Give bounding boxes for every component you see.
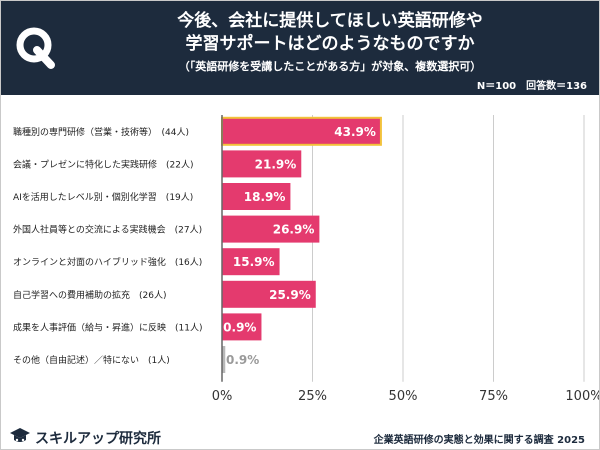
data-label: 25.9% [269, 288, 311, 302]
footer-logo: スキルアップ研究所 [9, 426, 189, 447]
bar [222, 183, 291, 210]
category-label: 会議・プレゼンに特化した実践研修 (22人) [13, 158, 193, 170]
survey-source-note: 企業英語研修の実態と効果に関する調査 2025 [373, 435, 585, 446]
x-tick-label-25: 25% [298, 389, 327, 404]
graduation-cap-icon [10, 428, 30, 442]
bar [222, 280, 316, 308]
bar [222, 215, 320, 243]
data-label: 21.9% [255, 157, 297, 171]
data-label: 26.9% [273, 223, 315, 237]
sample-size-label: N＝100 回答数＝136 [476, 81, 587, 92]
data-label: 43.9% [334, 125, 376, 139]
bar [222, 313, 262, 341]
title-line-2: 学習サポートはどのようなものですか [185, 34, 475, 54]
data-label: 15.9% [233, 255, 275, 269]
data-label: 18.9% [244, 190, 286, 204]
chart-title: 今後、会社に提供してほしい英語研修や 学習サポートはどのようなものですか [71, 10, 589, 56]
q-logo-icon [16, 27, 55, 69]
bar [222, 346, 226, 373]
x-tick-label-75: 75% [479, 389, 508, 404]
bar-chart: 0% 25% 50% 75% 100% 職種別の専門研修（営業・技術等） (44人) 43.… [13, 115, 599, 404]
header-banner: 今後、会社に提供してほしい英語研修や 学習サポートはどのようなものですか （「英… [1, 1, 599, 95]
category-label: AIを活用したレベル別・個別化学習 (19人) [13, 191, 193, 203]
data-label: 0.9% [226, 353, 259, 367]
category-label: 成果を人事評価（給与・昇進）に反映 (11人) [13, 321, 202, 333]
x-tick-label-100: 100% [565, 389, 599, 404]
category-label: その他（自由記述）／特にない (1人) [13, 354, 170, 366]
category-label: 職種別の専門研修（営業・技術等） (44人) [13, 126, 189, 138]
data-label: 10.9% [215, 320, 257, 334]
category-label: 自己学習への費用補助の拡充 (26人) [13, 289, 166, 301]
x-tick-label-50: 50% [389, 389, 418, 404]
bar [222, 248, 280, 276]
chart-subtitle: （「英語研修を受講したことがある方」が対象、複数選択可） [178, 60, 482, 73]
title-line-1: 今後、会社に提供してほしい英語研修や [177, 11, 483, 31]
category-label: オンラインと対面のハイブリッド強化 (16人) [13, 256, 202, 268]
brand-name: スキルアップ研究所 [35, 431, 161, 447]
x-tick-label-0: 0% [212, 389, 233, 404]
bar [222, 150, 302, 178]
category-label: 外国人社員等との交流による実践機会 (27人) [13, 224, 202, 236]
